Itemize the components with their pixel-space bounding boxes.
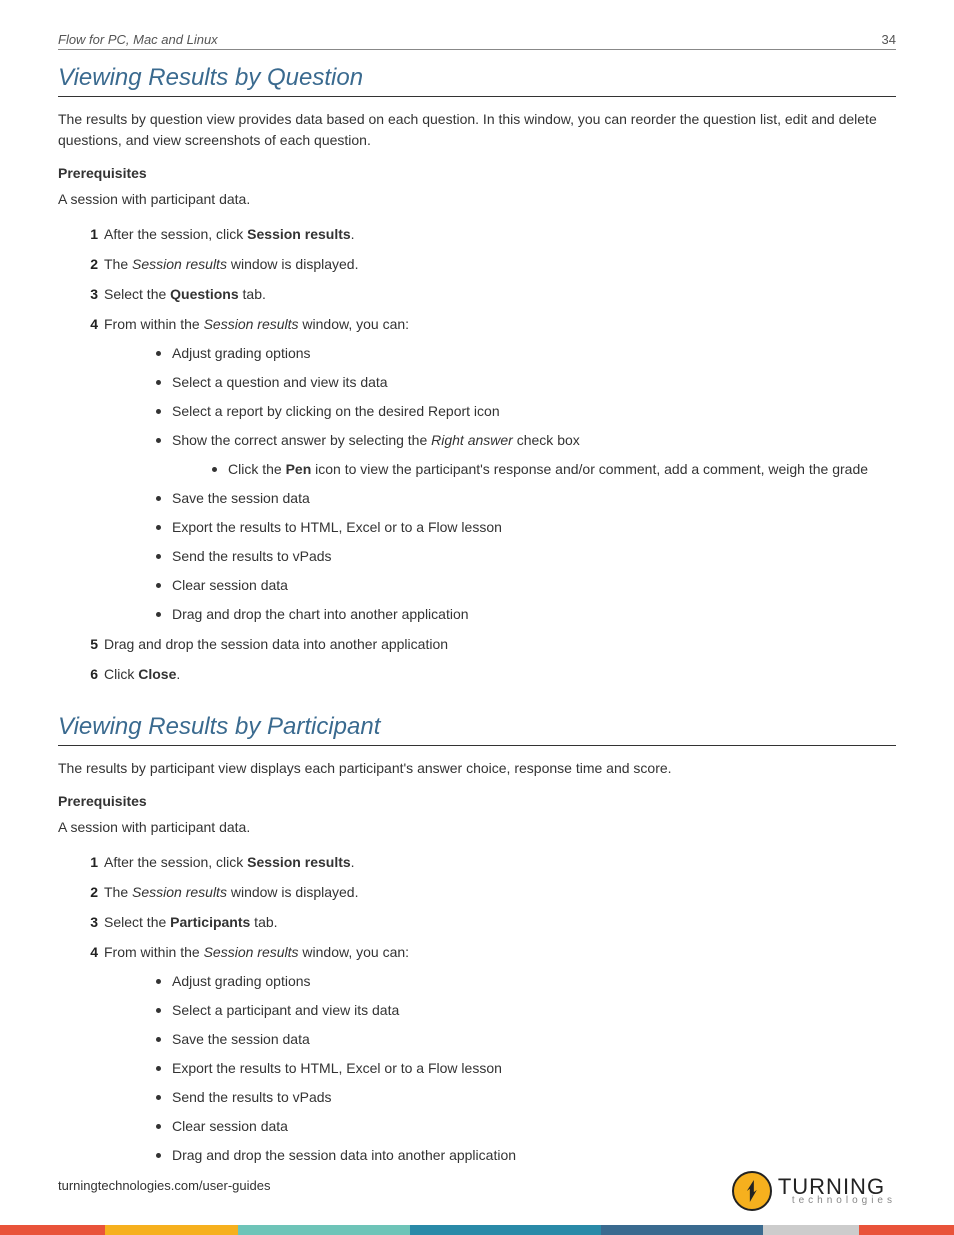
logo-sub-text: technologies — [792, 1196, 896, 1205]
step-5: 5 Drag and drop the session data into an… — [82, 634, 896, 655]
logo-main-text: TURNING — [778, 1177, 896, 1197]
page-header: Flow for PC, Mac and Linux 34 — [58, 32, 896, 50]
bullet: Select a question and view its data — [156, 372, 896, 393]
step-2: 2 The Session results window is displaye… — [82, 254, 896, 275]
page: Flow for PC, Mac and Linux 34 Viewing Re… — [0, 0, 954, 1235]
bullet: Export the results to HTML, Excel or to … — [156, 1058, 896, 1079]
step-1: 1 After the session, click Session resul… — [82, 852, 896, 873]
bullet: Show the correct answer by selecting the… — [156, 430, 896, 480]
step-4: 4 From within the Session results window… — [82, 942, 896, 1166]
prerequisites-text-2: A session with participant data. — [58, 817, 896, 838]
step4-bullets-2: Adjust grading options Select a particip… — [104, 971, 896, 1166]
step-3: 3 Select the Participants tab. — [82, 912, 896, 933]
brand-logo: TURNING technologies — [732, 1171, 896, 1211]
sub-bullets: Click the Pen icon to view the participa… — [172, 459, 896, 480]
header-title: Flow for PC, Mac and Linux — [58, 32, 218, 47]
bullet: Select a report by clicking on the desir… — [156, 401, 896, 422]
prerequisites-label-2: Prerequisites — [58, 793, 896, 809]
step4-bullets: Adjust grading options Select a question… — [104, 343, 896, 625]
bullet: Save the session data — [156, 488, 896, 509]
bullet: Adjust grading options — [156, 971, 896, 992]
bullet: Drag and drop the chart into another app… — [156, 604, 896, 625]
step-6: 6 Click Close. — [82, 664, 896, 685]
prerequisites-text-1: A session with participant data. — [58, 189, 896, 210]
steps-list-2: 1 After the session, click Session resul… — [58, 852, 896, 1166]
section-heading-results-by-participant: Viewing Results by Participant — [58, 713, 896, 746]
bullet: Adjust grading options — [156, 343, 896, 364]
logo-text: TURNING technologies — [778, 1177, 896, 1206]
bullet: Clear session data — [156, 575, 896, 596]
step-1: 1 After the session, click Session resul… — [82, 224, 896, 245]
footer-stripe — [0, 1225, 954, 1235]
page-number: 34 — [882, 32, 896, 47]
bullet: Send the results to vPads — [156, 1087, 896, 1108]
footer-url: turningtechnologies.com/user-guides — [58, 1178, 270, 1193]
step-3: 3 Select the Questions tab. — [82, 284, 896, 305]
steps-list-1: 1 After the session, click Session resul… — [58, 224, 896, 685]
prerequisites-label-1: Prerequisites — [58, 165, 896, 181]
step-2: 2 The Session results window is displaye… — [82, 882, 896, 903]
sub-bullet: Click the Pen icon to view the participa… — [212, 459, 896, 480]
section2-intro: The results by participant view displays… — [58, 758, 896, 779]
logo-icon — [732, 1171, 772, 1211]
step-4: 4 From within the Session results window… — [82, 314, 896, 625]
bullet: Export the results to HTML, Excel or to … — [156, 517, 896, 538]
bullet: Save the session data — [156, 1029, 896, 1050]
bullet: Drag and drop the session data into anot… — [156, 1145, 896, 1166]
bullet: Select a participant and view its data — [156, 1000, 896, 1021]
bullet: Send the results to vPads — [156, 546, 896, 567]
section1-intro: The results by question view provides da… — [58, 109, 896, 151]
bullet: Clear session data — [156, 1116, 896, 1137]
section-heading-results-by-question: Viewing Results by Question — [58, 64, 896, 97]
